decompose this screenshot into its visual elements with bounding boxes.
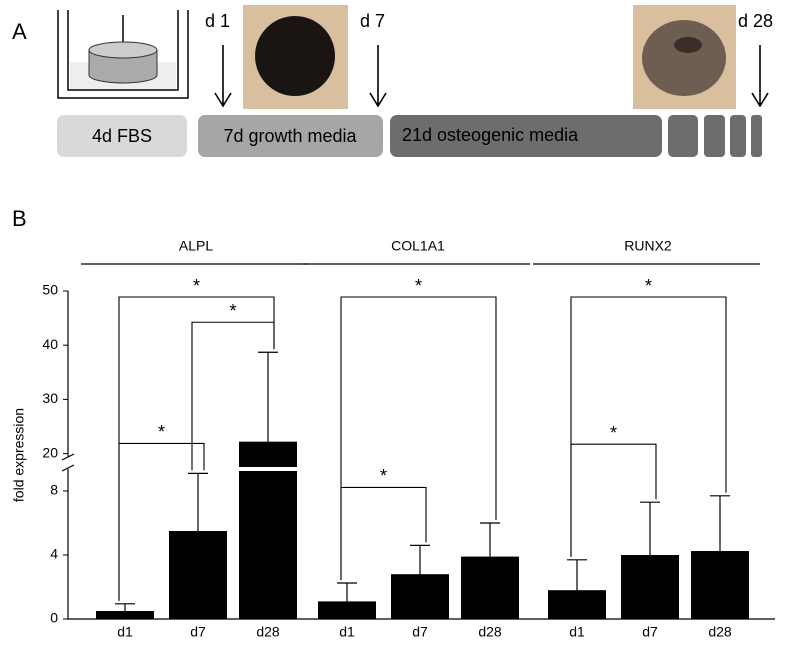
x-tick-label: d7 xyxy=(412,624,428,640)
y-axis-label: fold expression xyxy=(11,408,27,502)
significance-label: * xyxy=(610,423,617,443)
x-tick-label: d1 xyxy=(117,624,133,640)
x-tick-label: d28 xyxy=(708,624,732,640)
significance-label: * xyxy=(229,301,236,321)
error-bar xyxy=(640,501,660,555)
stage-label: 21d osteogenic media xyxy=(402,125,579,145)
x-tick-label: d7 xyxy=(642,624,658,640)
bar xyxy=(96,611,154,619)
timepoint: d 1 xyxy=(205,11,230,31)
significance-bracket xyxy=(340,486,427,580)
scaffold-photo xyxy=(642,20,726,96)
bar xyxy=(691,551,749,619)
axis-break xyxy=(61,453,75,472)
panel-label: B xyxy=(12,206,27,231)
error-bar xyxy=(710,495,730,551)
bar xyxy=(239,441,297,619)
scaffold-top xyxy=(88,41,158,59)
stage xyxy=(390,115,662,157)
significance-label: * xyxy=(380,466,387,486)
error-bar xyxy=(480,522,500,557)
x-tick-label: d28 xyxy=(478,624,502,640)
significance-label: * xyxy=(645,276,652,296)
significance-label: * xyxy=(158,422,165,442)
y-tick-label: 30 xyxy=(42,390,58,406)
bar xyxy=(318,601,376,619)
y-tick-label: 20 xyxy=(42,444,58,460)
x-tick-label: d28 xyxy=(256,624,280,640)
stage xyxy=(57,115,187,157)
stage-label: 4d FBS xyxy=(92,126,152,146)
error-bar xyxy=(410,544,430,575)
arrows xyxy=(214,45,769,108)
group-title: RUNX2 xyxy=(624,238,672,254)
stage-tail xyxy=(751,115,762,157)
significance-label: * xyxy=(415,276,422,296)
y-tick-label: 40 xyxy=(42,336,58,352)
y-tick-label: 50 xyxy=(42,282,58,298)
stage xyxy=(198,115,383,157)
bar xyxy=(548,590,606,619)
x-tick-label: d1 xyxy=(339,624,355,640)
error-bar xyxy=(258,351,278,442)
bar-break xyxy=(238,467,298,471)
y-tick-label: 8 xyxy=(50,482,58,498)
scaffold-photo xyxy=(255,16,335,96)
stage-tail xyxy=(668,115,698,157)
group-title: COL1A1 xyxy=(391,238,445,254)
error-bar xyxy=(188,472,208,531)
significance-label: * xyxy=(193,276,200,296)
significance-bracket xyxy=(570,296,727,557)
error-bar xyxy=(115,603,135,611)
significance-bracket xyxy=(570,443,657,557)
significance-bracket xyxy=(340,296,497,580)
significance-bracket xyxy=(118,296,275,601)
bar xyxy=(391,574,449,619)
timepoint: d 7 xyxy=(360,11,385,31)
stage-label: 7d growth media xyxy=(223,126,357,146)
error-bar xyxy=(567,559,587,591)
bar xyxy=(461,556,519,619)
x-tick-label: d7 xyxy=(190,624,206,640)
y-tick-label: 4 xyxy=(50,546,58,562)
stage-tail xyxy=(704,115,725,157)
error-bar xyxy=(337,582,357,602)
panel-a: A d 1 d 7 d 28 4d FBS 7d growth me xyxy=(12,5,773,157)
timepoint: d 28 xyxy=(738,11,773,31)
group-title: ALPL xyxy=(179,238,213,254)
y-tick-label: 0 xyxy=(50,610,58,626)
beaker xyxy=(57,10,189,99)
bar xyxy=(621,555,679,619)
stage-tail xyxy=(730,115,746,157)
x-tick-label: d1 xyxy=(569,624,585,640)
bar xyxy=(169,531,227,619)
panel-label: A xyxy=(12,19,27,44)
